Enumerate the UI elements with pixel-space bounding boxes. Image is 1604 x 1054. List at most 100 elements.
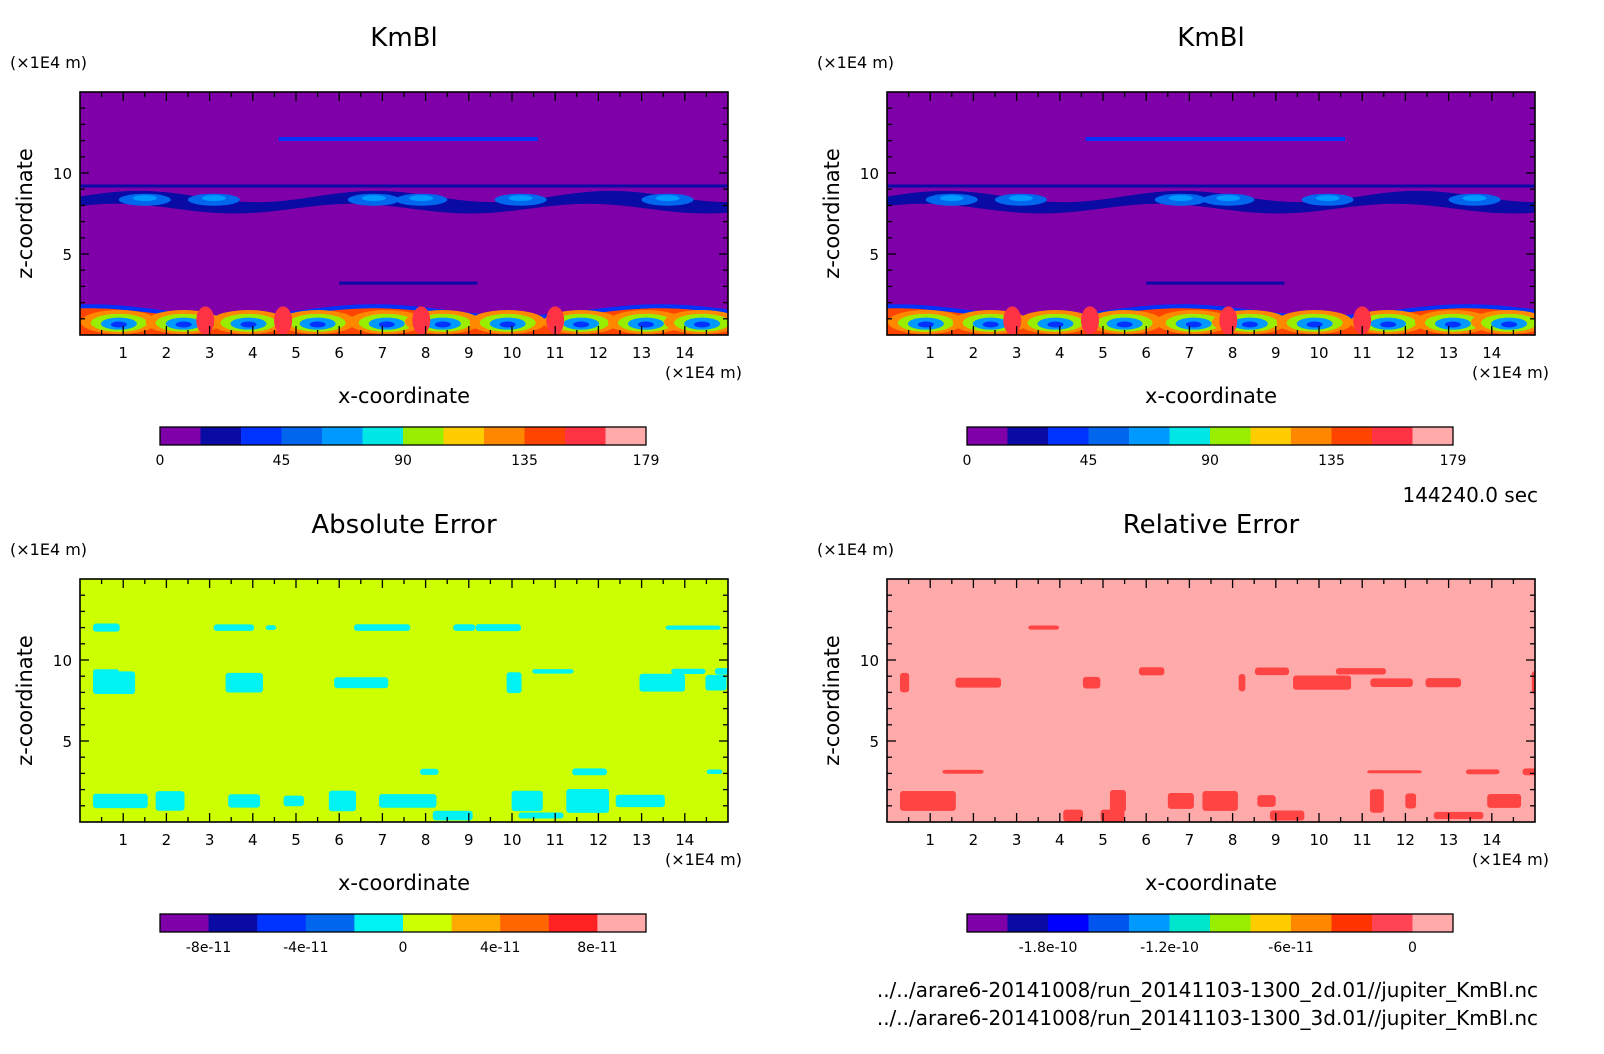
error-patch xyxy=(639,673,686,692)
colorbar-swatch xyxy=(1250,427,1292,445)
y-tick-label: 5 xyxy=(62,733,72,751)
colorbar-tick-label: 135 xyxy=(511,453,538,469)
mound-core xyxy=(1116,321,1133,328)
error-patch xyxy=(1167,793,1194,809)
colorbar-swatch xyxy=(1412,427,1454,445)
colorbar-swatch xyxy=(305,914,355,932)
error-patch xyxy=(1425,678,1462,688)
x-tick-label: 7 xyxy=(1185,344,1195,362)
error-patch xyxy=(420,768,439,775)
error-patch xyxy=(566,788,610,813)
x-tick-label: 14 xyxy=(675,831,694,849)
colorbar-swatch xyxy=(967,914,1008,932)
field-background xyxy=(887,92,1535,335)
x-axis-label: x-coordinate xyxy=(1145,384,1277,408)
mound-core xyxy=(1380,321,1397,328)
y-tick-label: 10 xyxy=(860,652,879,670)
error-patch xyxy=(1335,668,1387,675)
colorbar-swatch xyxy=(1048,914,1089,932)
y-axis-label: z-coordinate xyxy=(13,148,37,279)
error-patch xyxy=(511,790,543,812)
error-patch xyxy=(1465,769,1500,775)
error-patch xyxy=(1257,795,1276,807)
mound-core xyxy=(110,321,127,328)
x-tick-label: 14 xyxy=(675,344,694,362)
error-patch xyxy=(955,677,1002,688)
x-tick-label: 3 xyxy=(1012,344,1022,362)
error-patch xyxy=(506,672,522,694)
error-patch xyxy=(518,812,564,819)
mound-core xyxy=(1047,321,1064,328)
field-background xyxy=(80,579,728,822)
x-tick-label: 4 xyxy=(248,344,258,362)
error-patch xyxy=(1028,625,1060,630)
colorbar-swatch xyxy=(362,427,404,445)
colorbar: -1.8e-10 -1.2e-10 -6e-11 0 xyxy=(966,913,1454,956)
colorbar-tick-label: 135 xyxy=(1318,453,1345,469)
x-tick-label: 12 xyxy=(1396,831,1415,849)
y-unit-label: (×1E4 m) xyxy=(10,540,87,559)
y-tick-label: 5 xyxy=(869,246,879,264)
x-tick-label: 1 xyxy=(118,831,128,849)
mound-peak xyxy=(1353,306,1372,335)
error-patch xyxy=(705,674,727,691)
error-patch xyxy=(1138,667,1165,676)
colorbar-swatch xyxy=(451,914,501,932)
colorbar-swatch xyxy=(1372,914,1413,932)
wavy-layer-core xyxy=(201,195,226,202)
error-patch xyxy=(532,669,574,674)
y-tick-label: 10 xyxy=(53,652,72,670)
colorbar-swatch xyxy=(1129,427,1170,445)
y-tick-label: 10 xyxy=(860,165,879,183)
error-patch xyxy=(706,769,723,775)
mound-peak xyxy=(1003,306,1022,335)
error-patch xyxy=(1293,675,1352,690)
x-tick-label: 14 xyxy=(1482,344,1501,362)
time-label: 144240.0 sec xyxy=(1402,483,1538,507)
error-patch xyxy=(155,791,185,811)
x-tick-label: 6 xyxy=(1141,344,1151,362)
mound-peak xyxy=(1081,306,1100,335)
error-patch xyxy=(615,794,665,808)
y-tick-label: 10 xyxy=(53,165,72,183)
field-background xyxy=(80,92,728,335)
wavy-layer-core xyxy=(939,195,964,202)
x-tick-label: 13 xyxy=(1439,831,1458,849)
colorbar: 0 45 90 135 179 xyxy=(963,426,1466,469)
x-tick-label: 4 xyxy=(1055,831,1065,849)
wavy-layer-core xyxy=(1008,195,1033,202)
x-unit-label: (×1E4 m) xyxy=(1472,363,1549,382)
error-patch xyxy=(1522,768,1535,776)
chart-panel-0: KmBl(×1E4 m)(×1E4 m)1 2 3 4 5 6 7 8 9 10 11 12 13 145… xyxy=(10,23,742,469)
colorbar-frame xyxy=(159,913,647,933)
mound-core xyxy=(982,321,999,328)
x-tick-label: 7 xyxy=(378,831,388,849)
colorbar-swatch xyxy=(484,427,525,445)
plot-field xyxy=(887,579,1535,822)
chart-title: KmBl xyxy=(370,23,437,53)
mound-peak xyxy=(196,306,215,335)
error-patch xyxy=(225,672,263,693)
colorbar-tick-label: 45 xyxy=(1080,453,1098,469)
x-tick-label: 1 xyxy=(925,344,935,362)
error-patch xyxy=(1254,667,1290,676)
colorbar-swatch xyxy=(967,427,1008,445)
x-tick-label: 10 xyxy=(1309,344,1328,362)
colorbar-swatch xyxy=(548,914,598,932)
x-axis-label: x-coordinate xyxy=(338,384,470,408)
colorbar-swatch xyxy=(524,427,566,445)
error-patch xyxy=(228,794,261,808)
wavy-layer-core xyxy=(132,195,157,202)
colorbar-swatch xyxy=(1331,914,1373,932)
error-patch xyxy=(1367,770,1422,774)
error-patch xyxy=(1405,793,1417,809)
chart-title: KmBl xyxy=(1177,23,1244,53)
mound-core xyxy=(1306,321,1323,328)
colorbar-swatch xyxy=(1372,427,1413,445)
x-axis-label: x-coordinate xyxy=(1145,871,1277,895)
chart-panel-2: Absolute Error(×1E4 m)(×1E4 m)1 2 3 4 5 6 7 8 9 1… xyxy=(10,510,742,956)
chart-panel-3: Relative Error(×1E4 m)(×1E4 m)1 2 3 4 5 6 7 8 9 1… xyxy=(817,510,1549,956)
mound-core xyxy=(1241,321,1258,328)
wavy-layer-core xyxy=(1216,195,1241,202)
